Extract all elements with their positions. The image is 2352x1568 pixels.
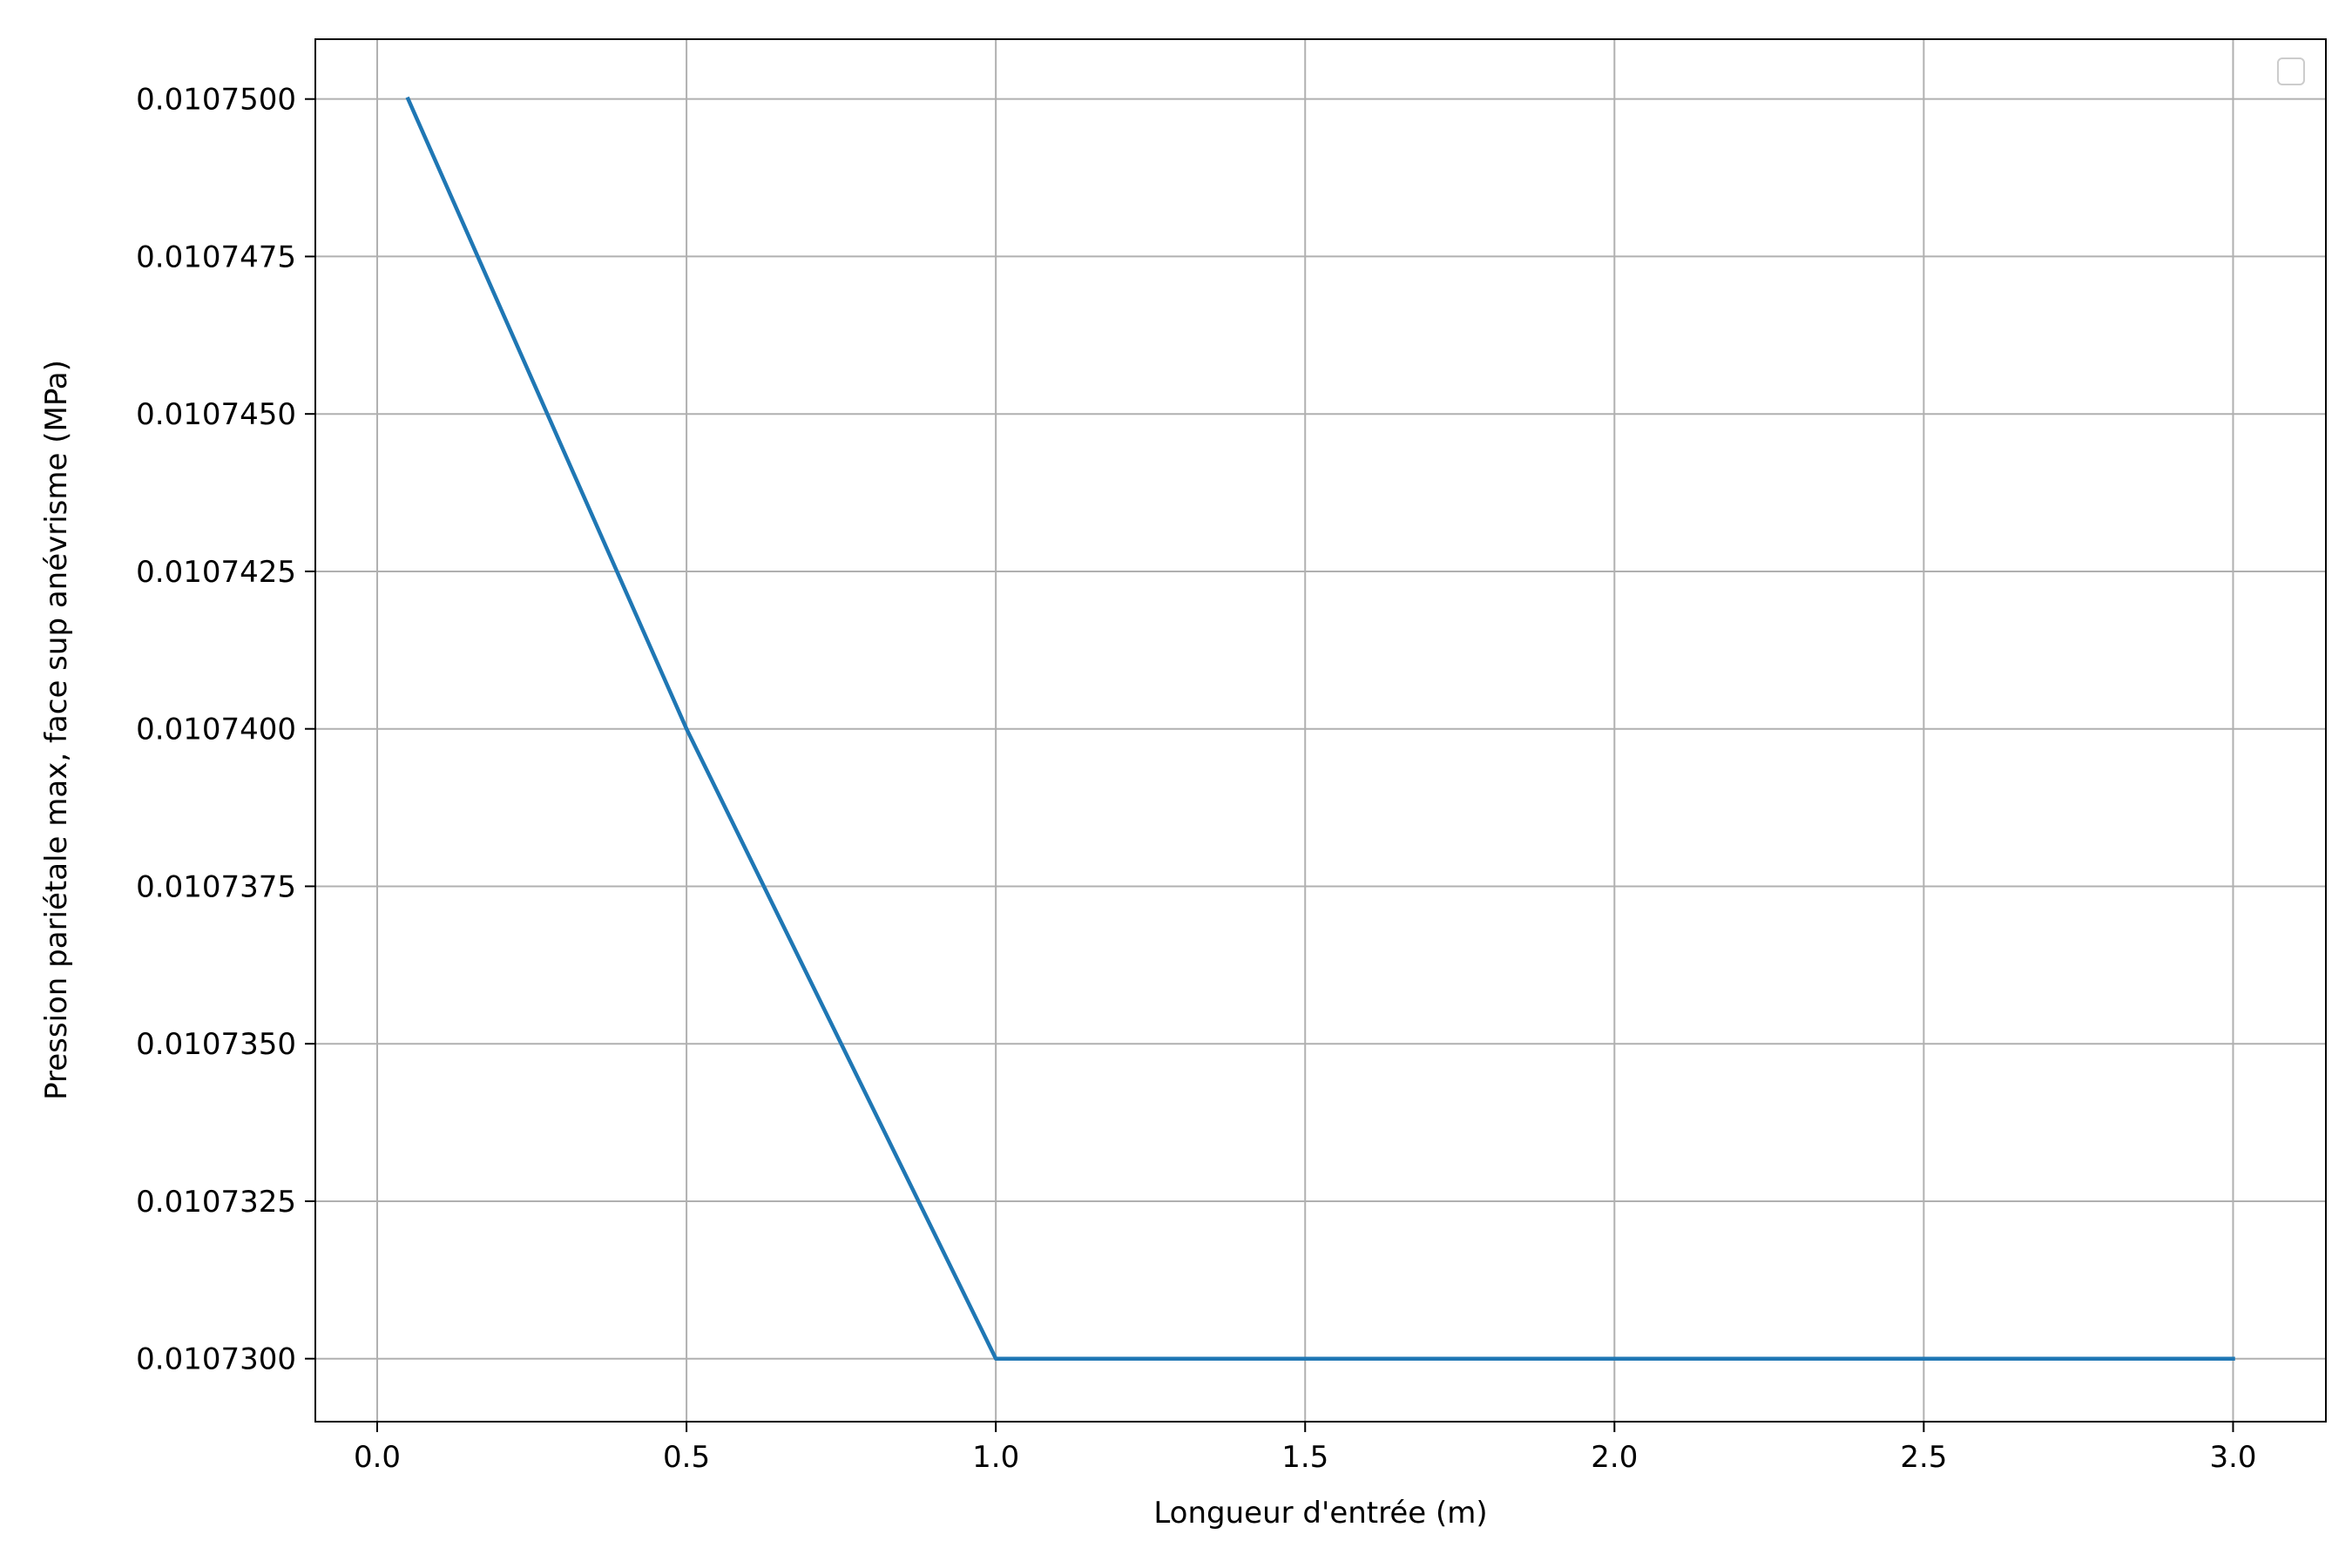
x-tick-label: 0.5 [663,1440,710,1475]
y-tick-label: 0.0107300 [136,1342,296,1377]
y-tick-label: 0.0107500 [136,83,296,118]
x-tick-label: 2.5 [1900,1440,1947,1475]
y-tick-label: 0.0107400 [136,713,296,747]
y-tick-label: 0.0107425 [136,555,296,590]
x-tick-label: 3.0 [2209,1440,2256,1475]
legend-box [2277,57,2305,85]
y-axis-label: Pression pariétale max, face sup anévris… [39,360,74,1100]
grid [315,39,2326,1422]
series-line [405,96,2235,1361]
ticks: 0.0 0.5 1.0 1.5 2.0 2.5 3.0 0.0107300 0.0107325 0… [136,83,2256,1475]
legend [2277,57,2305,85]
x-axis-label: Longueur d'entrée (m) [1153,1496,1487,1531]
x-tick-label: 2.0 [1591,1440,1638,1475]
y-tick-label: 0.0107350 [136,1027,296,1062]
y-tick-label: 0.0107450 [136,397,296,432]
plot-area [315,39,2326,1422]
x-tick-label: 1.5 [1281,1440,1328,1475]
y-tick-label: 0.0107475 [136,240,296,274]
plot-frame [314,38,2327,1423]
y-tick-label: 0.0107325 [136,1185,296,1220]
y-tick-label: 0.0107375 [136,869,296,904]
x-tick-label: 0.0 [354,1440,401,1475]
x-tick-label: 1.0 [972,1440,1019,1475]
series-layer [405,96,2235,1361]
